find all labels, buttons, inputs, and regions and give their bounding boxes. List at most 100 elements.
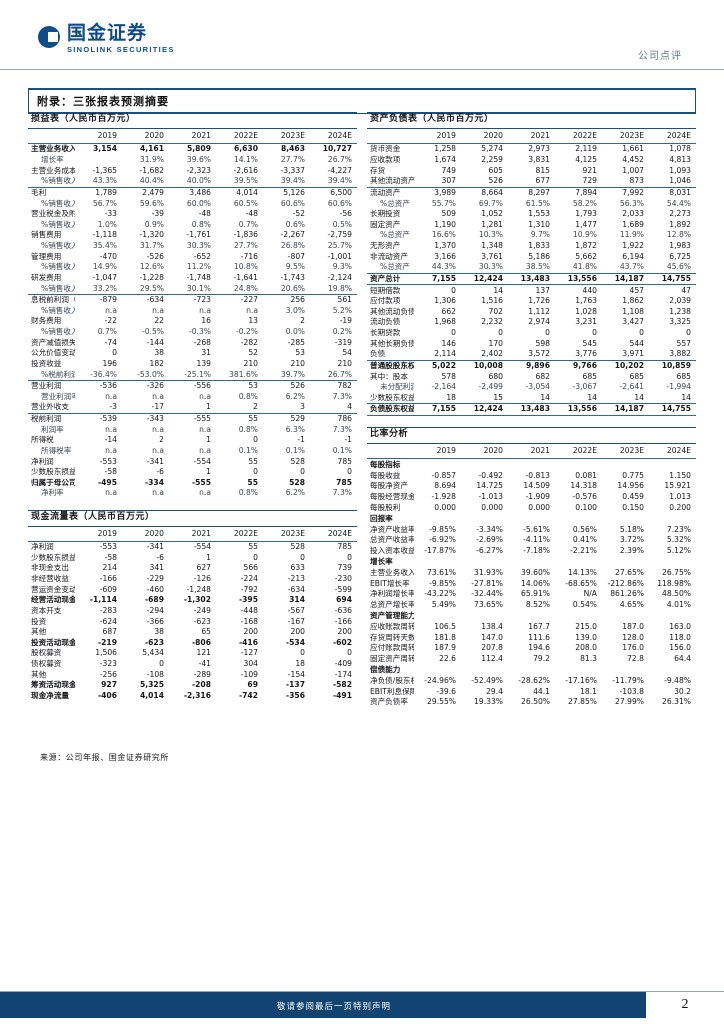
cell-value: -495 (97, 477, 117, 487)
table-row: 负债股东权益合计7,15512,42413,48313,55614,18714,… (367, 403, 696, 416)
cell-value: 685 (676, 371, 692, 381)
cell-value: 528 (290, 542, 306, 552)
cell-value: 11.9% (619, 230, 644, 240)
cell-value: n.a (199, 391, 211, 401)
cell-value: -166 (99, 574, 117, 584)
row-label: %销售收入 (41, 198, 75, 208)
table-row: 营业外收支 -3 -17 1 2 3 4 (28, 402, 357, 413)
cell-value: 4,161 (139, 144, 164, 154)
cell-value: 0 (451, 328, 456, 337)
table-row: 研发费用 -1,047 -1,228 -1,748 -1,641 -1,743 -2,124 (28, 273, 357, 284)
cell-value: -742 (238, 690, 258, 700)
cash-flow-table: 现金流量表（人民币百万元） 2019 2020 2021 2022E 2023E 2024E… (28, 509, 357, 702)
row-label: 资产总计 (367, 272, 414, 286)
cell-value: 210 (243, 358, 259, 368)
cell-value: -58 (104, 552, 117, 562)
cell-value: -208 (191, 680, 211, 690)
cell-value: -1,248 (186, 584, 211, 594)
cell-value: 3,154 (92, 144, 117, 154)
table-row: EBIT增长率 -9.85% -27.81% 14.06% -68.65% -212.86… (367, 579, 696, 590)
cell-value: 307 (441, 176, 457, 186)
cell-value: 0.8% (238, 391, 258, 401)
cell-value: 200 (337, 627, 353, 637)
row-label: 少数股东损益 (31, 467, 75, 477)
table-row: 毛利 1,789 2,479 3,486 4,014 5,126 6,500 (28, 186, 357, 199)
cell-value: 8,463 (280, 144, 305, 154)
cell-value: 24.8% (233, 283, 258, 293)
cell-value: 139 (196, 358, 212, 368)
cell-value: n.a (199, 305, 211, 315)
cell-value: 12.6% (139, 262, 164, 272)
cell-value: -356 (285, 690, 305, 700)
year-header-2024E: 2024E (310, 526, 357, 543)
cell-value: 59.6% (139, 198, 164, 208)
cell-value: 14 (681, 392, 691, 402)
table-row: 其中：股本 578 680 682 685 685 685 (367, 371, 696, 382)
cell-value: -56 (339, 209, 352, 219)
row-label: 利润率 (41, 424, 64, 434)
cell-value: 557 (676, 338, 692, 348)
cell-value: 118.0 (669, 632, 691, 642)
cell-value: -108 (146, 669, 164, 679)
table-row: 营运资金变动 -609 -460 -1,248 -792 -634 -599 (28, 585, 357, 596)
table-row: 税前利润 -539 -343 -555 55 529 786 (28, 412, 357, 425)
cell-value: 3,486 (169, 186, 216, 199)
cell-value: 69.7% (478, 198, 503, 208)
cell-value: 0 (451, 285, 456, 295)
row-label: 非经营收益 (31, 574, 69, 584)
cell-value: 14.9% (92, 262, 117, 272)
row-label: 货币资金 (370, 144, 401, 154)
cell-value: -2,323 (186, 165, 211, 175)
table-row: 净利润 -553 -341 -554 55 528 785 (28, 456, 357, 467)
cell-value: -792 (240, 584, 258, 594)
cell-value: 0 (253, 552, 258, 562)
cell-value: -1,114 (89, 595, 117, 605)
cell-value: n.a (152, 305, 164, 315)
cell-value: 0 (300, 648, 305, 658)
cell-value: 26.7% (327, 369, 352, 379)
row-label: 其他 (31, 627, 47, 637)
cell-value: 112.4 (481, 653, 503, 663)
cell-value: 9.5% (285, 262, 305, 272)
cell-value: -2,499 (478, 382, 503, 392)
cell-value: 10.3% (478, 230, 503, 240)
cell-value: 2 (253, 402, 258, 412)
cell-value: -553 (99, 456, 117, 466)
cell-value: -1,047 (92, 272, 117, 282)
cell-value: 26.31% (662, 697, 691, 707)
cell-value: 13,556 (555, 403, 602, 416)
row-label: 非流动资产 (370, 251, 408, 261)
cell-value: -109 (240, 669, 258, 679)
cell-value: 31.93% (474, 568, 503, 578)
cell-value: 118.98% (657, 578, 691, 588)
cell-value: 0.1% (285, 445, 305, 455)
income-statement-body: 损益表（人民币百万元） 2019 2020 2021 2022E 2023E 2024E 主营… (28, 112, 357, 499)
footer-band (0, 992, 724, 1018)
year-header-2023E: 2023E (263, 128, 310, 145)
table-row: 营业利润 -536 -326 -556 53 526 782 (28, 379, 357, 392)
cell-value: -126 (193, 574, 211, 584)
cell-value: 785 (336, 477, 352, 487)
cell-value: 33.2% (92, 283, 117, 293)
cell-value: -526 (146, 251, 164, 261)
cell-value: n.a (105, 424, 117, 434)
table-row: 营业利润率 n.a n.a n.a 0.8% 6.2% 7.3% (28, 392, 357, 403)
row-label: 存货周转天数 (370, 632, 414, 642)
cell-value: 5.18% (619, 524, 644, 534)
cell-value: -582 (332, 680, 352, 690)
cell-value: -1,228 (139, 272, 164, 282)
cell-value: 0.41% (572, 535, 597, 545)
cell-value: -1 (297, 435, 305, 445)
cell-value: 14 (493, 285, 503, 295)
cell-value: -623 (193, 616, 211, 626)
cell-value: 0.000 (434, 502, 456, 512)
cell-value: -460 (146, 584, 164, 594)
cell-value: -652 (193, 251, 211, 261)
cell-value: 187.0 (622, 622, 644, 632)
table-row: 净利率 n.a n.a n.a 0.8% 6.2% 7.3% (28, 488, 357, 499)
cell-value: n.a (246, 305, 258, 315)
row-label: 未分配利润 (380, 382, 414, 392)
row-label: %销售收入 (41, 241, 75, 250)
cell-value: 544 (629, 338, 645, 348)
cell-value: -52.49% (471, 676, 503, 686)
